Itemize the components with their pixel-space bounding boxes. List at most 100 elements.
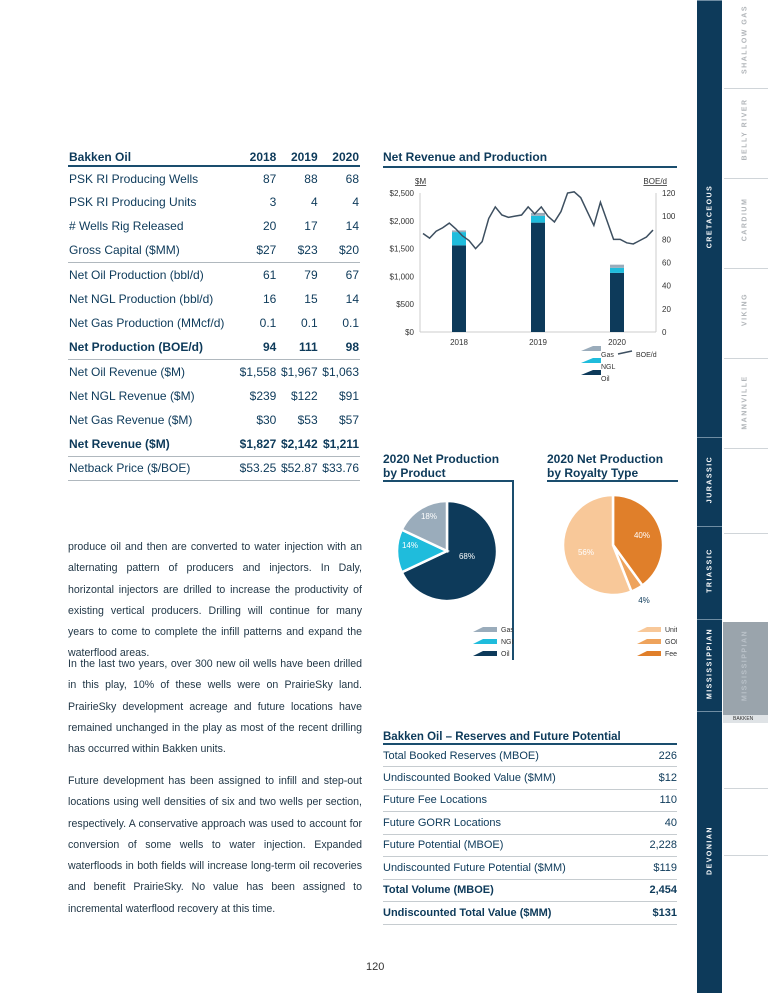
legend-label: NGL <box>501 639 513 646</box>
legend-label: GORR <box>665 639 677 646</box>
pie-label: 56% <box>578 548 594 557</box>
page-number: 120 <box>366 961 385 973</box>
cell-value: 17 <box>304 219 318 234</box>
table-row: Total Booked Reserves (MBOE) 226 <box>383 744 677 767</box>
pie-slice-unit <box>561 493 634 597</box>
bar-oil <box>531 222 545 332</box>
row-label: Net Oil Production (bbl/d) <box>68 262 237 287</box>
nav-period-triassic[interactable]: TRIASSIC <box>697 526 722 618</box>
cell-value: 79 <box>277 262 319 287</box>
legend-label: Gas <box>601 352 614 359</box>
chart-title: Net Revenue and Production <box>383 150 677 168</box>
nav-active-label: MISSISSIPPIAN <box>741 629 749 702</box>
cell-value: 0.1 <box>259 316 277 331</box>
x-tick-label: 2018 <box>450 338 468 347</box>
cell-value: 3 <box>269 195 277 210</box>
cell-value: 20 <box>262 219 277 234</box>
nav-play-mannville[interactable]: MANNVILLE <box>741 375 749 430</box>
legend-swatch <box>581 370 601 375</box>
legend-swatch <box>637 651 661 656</box>
legend-label: BOE/d <box>636 352 657 359</box>
cell-value: $27 <box>256 243 277 258</box>
nav-period-devonian[interactable]: DEVONIAN <box>697 711 722 993</box>
cell-value: 67 <box>318 262 360 287</box>
cell-label: Total Booked Reserves (MBOE) <box>383 744 639 767</box>
bar-gas <box>531 212 545 216</box>
cell-value: 16 <box>262 292 277 307</box>
bar-ngl <box>531 215 545 223</box>
title-line: 2020 Net Production <box>547 452 664 466</box>
cell-value: $23 <box>297 243 318 258</box>
cell-value: 4 <box>310 195 318 210</box>
legend-label: Fee <box>665 651 677 658</box>
legend-swatch <box>637 639 661 644</box>
y2-tick-label: 20 <box>662 305 671 314</box>
y-tick-label: $2,500 <box>390 189 415 198</box>
y2-axis-label: BOE/d <box>643 177 667 186</box>
nav-divider <box>724 358 768 359</box>
pie-label: 40% <box>634 531 650 540</box>
paragraph: Future development has been assigned to … <box>68 775 362 915</box>
nav-period-mississippian[interactable]: MISSISSIPPIAN <box>697 619 722 710</box>
cell-value: 94 <box>262 340 277 355</box>
table-row: Net NGL Revenue ($M) $239 $122 $91 <box>68 384 360 408</box>
cell-value: $1,558 <box>236 358 278 384</box>
cell-value: 14 <box>345 219 359 234</box>
title-line: by Royalty Type <box>547 466 639 480</box>
nav-sub-bakken[interactable]: BAKKEN <box>723 715 768 723</box>
legend-label: Unit <box>665 627 677 634</box>
legend-swatch <box>473 651 497 656</box>
cell-value: 110 <box>638 789 677 812</box>
legend-label: NGL <box>601 364 616 371</box>
y2-tick-label: 80 <box>662 235 671 244</box>
reserves-table: Bakken Oil – Reserves and Future Potenti… <box>383 730 677 925</box>
cell-value: $122 <box>290 388 318 403</box>
legend-label: Oil <box>601 376 610 383</box>
pie-frame <box>383 480 514 660</box>
row-label: Net Oil Revenue ($M) <box>68 358 237 384</box>
cell-value: $131 <box>638 901 677 925</box>
cell-value: $1,211 <box>322 436 359 451</box>
row-label: PSK RI Producing Wells <box>69 171 199 186</box>
table-row: Net Gas Production (MMcf/d) 0.1 0.1 0.1 <box>68 311 360 335</box>
nav-divider <box>724 448 768 449</box>
cell-value: 61 <box>236 262 278 287</box>
nav-divider <box>724 855 768 856</box>
cell-label: Undiscounted Booked Value ($MM) <box>383 766 639 790</box>
row-label: PSK RI Producing Units <box>69 195 197 210</box>
cell-value: $12 <box>638 766 677 790</box>
cell-value: 0.1 <box>342 316 359 331</box>
row-label: Net NGL Revenue ($M) <box>69 388 195 403</box>
cell-value: 226 <box>638 744 677 767</box>
cell-value: $20 <box>338 243 359 258</box>
geologic-nav: CRETACEOUS JURASSIC TRIASSIC MISSISSIPPIAN D… <box>697 0 722 993</box>
legend-label: Oil <box>501 651 510 658</box>
table-row: Net Oil Production (bbl/d) 61 79 67 <box>68 262 360 287</box>
cell-value: 68 <box>345 171 359 186</box>
pie-title-royalty: 2020 Net Production by Royalty Type <box>547 452 678 482</box>
row-label: Netback Price ($/BOE) <box>68 455 237 481</box>
row-label: # Wells Rig Released <box>69 219 184 234</box>
nav-period-jurassic[interactable]: JURASSIC <box>697 437 722 525</box>
pie-frame <box>547 480 678 482</box>
cell-value: 98 <box>345 340 359 355</box>
cell-value: $2,142 <box>280 436 318 451</box>
table-row: Future Potential (MBOE) 2,228 <box>383 834 677 857</box>
x-tick-label: 2019 <box>529 338 547 347</box>
boe-line <box>422 191 654 250</box>
cell-value: 40 <box>638 811 677 835</box>
nav-divider <box>724 788 768 789</box>
pie-slice-fee <box>611 493 665 588</box>
nav-divider <box>724 88 768 89</box>
nav-active-panel[interactable] <box>723 622 768 715</box>
nav-divider <box>724 178 768 179</box>
table-row: Net Revenue ($M) $1,827 $2,142 $1,211 <box>68 432 360 456</box>
cell-value: 111 <box>298 340 318 355</box>
table-row: Net NGL Production (bbl/d) 16 15 14 <box>68 287 360 311</box>
legend-label: Gas <box>501 627 513 634</box>
cell-value: $1,967 <box>277 358 319 384</box>
row-label: Net Revenue ($M) <box>69 436 170 451</box>
pie-label: 68% <box>459 552 475 561</box>
nav-period-cretaceous[interactable]: CRETACEOUS <box>697 0 722 436</box>
nav-divider <box>724 268 768 269</box>
